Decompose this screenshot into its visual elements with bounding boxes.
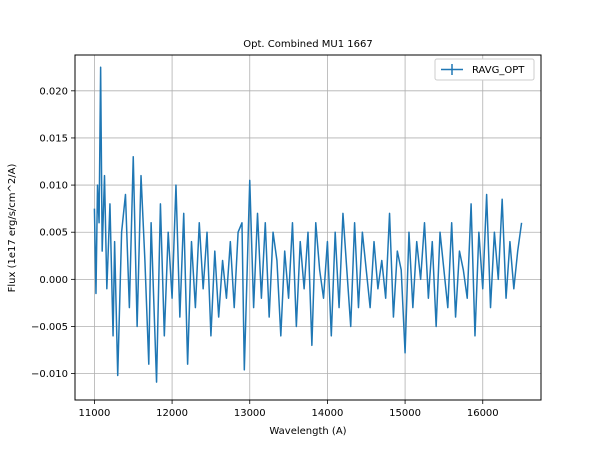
x-tick-label: 15000 <box>389 408 421 419</box>
y-tick-label: 0.015 <box>39 133 68 144</box>
y-tick-label: −0.010 <box>31 369 68 380</box>
y-tick-label: −0.005 <box>31 322 68 333</box>
x-tick-label: 12000 <box>156 408 188 419</box>
y-axis-label: Flux (1e17 erg/s/cm^2/A) <box>7 164 18 293</box>
y-tick-label: 0.005 <box>39 228 68 239</box>
y-axis-ticks: −0.010 −0.005 0.000 0.005 0.010 0.015 0.020 <box>31 86 75 380</box>
x-tick-label: 14000 <box>312 408 344 419</box>
grid <box>75 55 541 400</box>
x-tick-label: 13000 <box>234 408 266 419</box>
legend-entry-ravg-opt: RAVG_OPT <box>472 65 525 76</box>
y-tick-label: 0.010 <box>39 181 68 192</box>
series-line-ravg-opt <box>93 66 523 383</box>
plot-frame <box>74 54 542 401</box>
x-tick-label: 16000 <box>467 408 499 419</box>
series-layer <box>93 66 523 383</box>
y-tick-label: 0.020 <box>39 86 68 97</box>
legend: RAVG_OPT <box>434 58 535 81</box>
x-tick-label: 11000 <box>79 408 111 419</box>
x-axis-ticks: 11000 12000 13000 14000 15000 16000 <box>79 400 499 419</box>
x-axis-label: Wavelength (A) <box>269 426 346 437</box>
y-tick-label: 0.000 <box>39 275 68 286</box>
legend-box <box>434 58 535 81</box>
chart-title: Opt. Combined MU1 1667 <box>243 39 372 50</box>
